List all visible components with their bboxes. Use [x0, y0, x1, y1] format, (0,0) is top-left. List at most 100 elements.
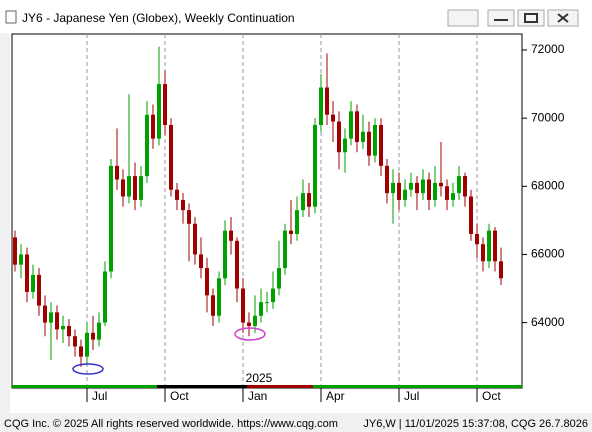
- candle-body: [169, 124, 173, 190]
- candle-body: [385, 165, 389, 194]
- candle-body: [205, 268, 209, 296]
- candle-body: [427, 179, 431, 200]
- minimize-button[interactable]: [487, 9, 515, 27]
- x-tick-label: Jan: [248, 389, 267, 403]
- candle-body: [79, 346, 83, 357]
- session-stripe: [247, 385, 313, 388]
- candle-body: [25, 254, 29, 292]
- candle-body: [157, 84, 161, 139]
- candle-body: [67, 325, 71, 337]
- candle-body: [337, 121, 341, 153]
- candle-body: [457, 176, 461, 194]
- candle-body: [499, 261, 503, 279]
- x-tick-label: Oct: [482, 389, 501, 403]
- session-stripe: [157, 385, 247, 388]
- status-bar: [0, 413, 592, 432]
- candle-body: [283, 230, 287, 269]
- candle-body: [415, 182, 419, 194]
- candle-body: [85, 332, 89, 357]
- candle-body: [421, 179, 425, 194]
- candle-body: [295, 210, 299, 234]
- candle-body: [319, 87, 323, 125]
- candle-body: [13, 237, 17, 265]
- candle-body: [361, 131, 365, 143]
- candle-body: [343, 138, 347, 153]
- candle-body: [31, 274, 35, 292]
- candle-body: [367, 131, 371, 156]
- y-tick-label: 70000: [531, 110, 565, 124]
- candle-body: [229, 230, 233, 241]
- candle-body: [145, 114, 149, 177]
- candle-body: [493, 230, 497, 262]
- candle-body: [193, 223, 197, 255]
- candle-body: [475, 233, 479, 245]
- candle-body: [127, 176, 131, 197]
- candle-body: [487, 230, 491, 262]
- candle-body: [349, 111, 353, 139]
- candle-body: [223, 230, 227, 279]
- candle-body: [163, 84, 167, 125]
- candle-body: [265, 302, 269, 304]
- candle-body: [331, 114, 335, 122]
- candle-body: [73, 336, 77, 347]
- candle-body: [211, 295, 215, 316]
- candle-body: [391, 182, 395, 194]
- maximize-button[interactable]: [517, 9, 545, 27]
- x-tick-label: Oct: [170, 389, 189, 403]
- y-tick-label: 66000: [531, 247, 565, 261]
- candle-body: [463, 176, 467, 197]
- candle-body: [109, 165, 113, 272]
- session-stripe: [313, 385, 522, 388]
- candle-body: [277, 268, 281, 289]
- candle-body: [187, 210, 191, 224]
- candle-body: [379, 124, 383, 166]
- candle-body: [55, 312, 59, 330]
- candle-body: [253, 315, 257, 326]
- x-tick-label: Jul: [404, 389, 419, 403]
- candle-body: [19, 254, 23, 265]
- candle-body: [403, 189, 407, 200]
- candle-body: [289, 230, 293, 234]
- candle-body: [301, 193, 305, 211]
- candle-body: [481, 244, 485, 262]
- x-tick-label: Jul: [92, 389, 107, 403]
- candle-body: [445, 186, 449, 200]
- chart-title: JY6 - Japanese Yen (Globex), Weekly Cont…: [22, 11, 295, 25]
- candle-body: [373, 124, 377, 156]
- y-tick-label: 72000: [531, 42, 565, 56]
- link-button[interactable]: [447, 9, 479, 27]
- candle-body: [151, 114, 155, 139]
- candle-body: [247, 322, 251, 326]
- candle-body: [469, 196, 473, 234]
- candle-body: [139, 176, 143, 200]
- window-icon: [5, 10, 17, 24]
- candle-body: [433, 182, 437, 200]
- candle-body: [409, 182, 413, 190]
- status-text: JY6,W | 11/01/2025 15:37:08, CQG 26.7.80…: [363, 418, 588, 430]
- candle-body: [37, 274, 41, 306]
- candle-body: [181, 199, 185, 211]
- year-label: 2025: [246, 371, 273, 385]
- candle-body: [313, 124, 317, 207]
- candle-body: [115, 165, 119, 180]
- candle-body: [103, 271, 107, 323]
- candle-body: [49, 312, 53, 323]
- y-tick-label: 64000: [531, 315, 565, 329]
- close-icon: [557, 13, 569, 23]
- candle-body: [91, 332, 95, 340]
- candle-body: [397, 182, 401, 200]
- low-annotation: [72, 363, 104, 375]
- candle-body: [61, 325, 65, 330]
- candle-body: [259, 302, 263, 316]
- candle-body: [97, 322, 101, 340]
- maximize-icon: [524, 13, 538, 23]
- candle-body: [121, 179, 125, 197]
- candle-body: [325, 87, 329, 115]
- candle-body: [235, 240, 239, 289]
- candle-body: [133, 176, 137, 200]
- candle-body: [271, 288, 275, 303]
- x-tick-label: Apr: [326, 389, 345, 403]
- candle-body: [199, 254, 203, 269]
- copyright: CQG Inc. © 2025 All rights reserved worl…: [4, 418, 338, 430]
